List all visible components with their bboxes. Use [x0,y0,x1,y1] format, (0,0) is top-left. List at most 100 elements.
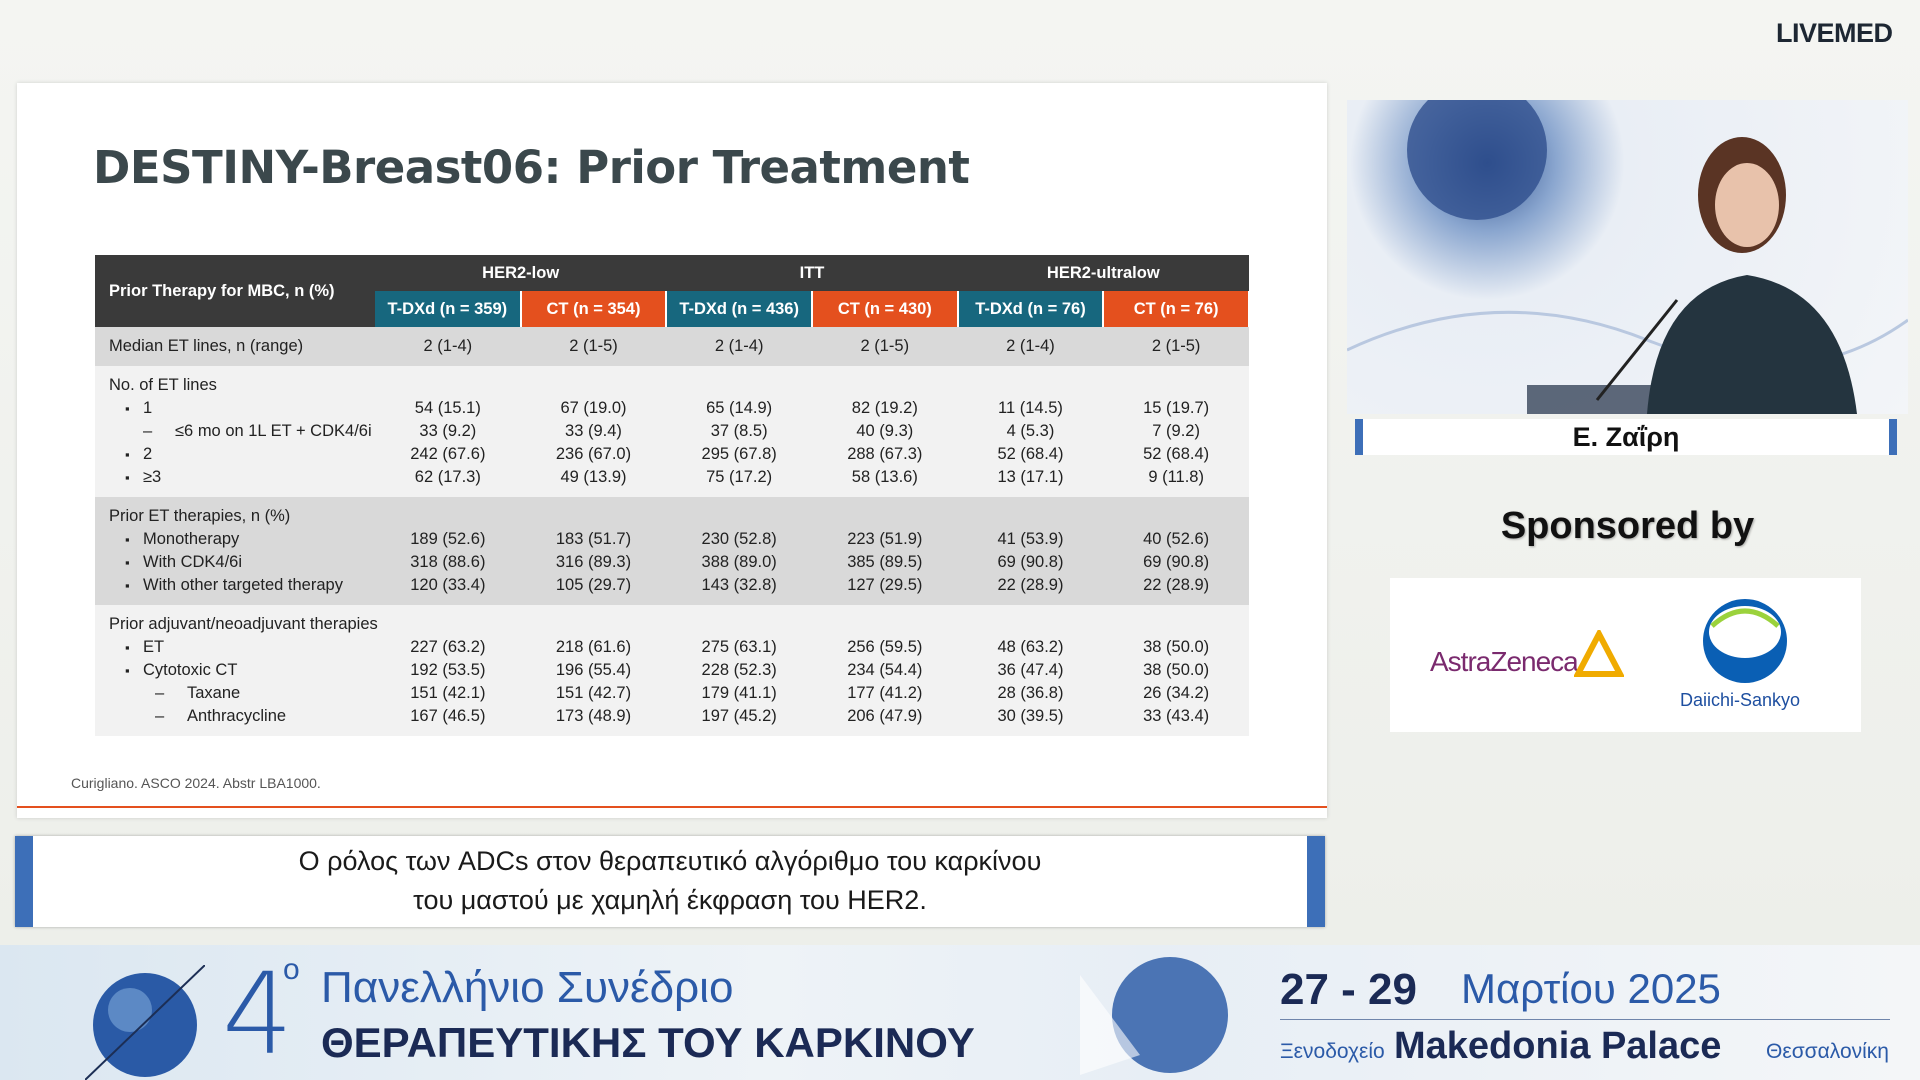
sponsor-logos: AstraZeneca Daiichi-Sankyo [1390,578,1861,732]
row-label: No. of ET lines [95,366,375,397]
data-table: Prior Therapy for MBC, n (%) HER2-low ITT H… [95,255,1250,736]
row-label: Anthracycline [95,705,375,736]
table-cell: 54 (15.1) [375,397,521,420]
banner-month: Μαρτίου 2025 [1461,965,1721,1012]
banner-rule [1280,1019,1890,1020]
table-cell: 173 (48.9) [520,705,667,736]
speaker-name: Ε. Ζαΐρη [1355,419,1897,455]
empty-cell [811,366,958,397]
table-row: Median ET lines, n (range) 2 (1-4) 2 (1-5)… [95,327,1249,366]
table-cell: 242 (67.6) [375,443,521,466]
table-cell: 2 (1-5) [811,327,958,366]
empty-cell [811,497,958,528]
table-cell: 2 (1-5) [520,327,667,366]
table-cell: 9 (11.8) [1103,466,1249,497]
table-cell: 2 (1-4) [957,327,1104,366]
table-cell: 192 (53.5) [375,659,521,682]
table-cell: 41 (53.9) [957,528,1104,551]
sponsor-heading: Sponsored by [1500,505,1755,547]
row-label: ≤6 mo on 1L ET + CDK4/6i [95,420,375,443]
video-frame [1347,100,1908,414]
table-cell: 26 (34.2) [1103,682,1249,705]
table-cell: 22 (28.9) [1103,574,1249,605]
row-label: 1 [95,397,375,420]
arm-header: T-DXd (n = 76) [957,291,1105,327]
empty-cell [666,605,812,636]
table-row: ≥362 (17.3)49 (13.9)75 (17.2)58 (13.6)13… [95,466,1249,497]
table-cell: 230 (52.8) [666,528,812,551]
banner-ordinal: ο [283,953,300,986]
header-row: T-DXd (n = 359) CT (n = 354) T-DXd (n = 43… [95,291,1250,327]
backdrop-globe [1407,100,1547,220]
row-label: Median ET lines, n (range) [95,327,375,366]
group-header: HER2-ultralow [957,255,1249,291]
table-cell: 388 (89.0) [666,551,812,574]
table-cell: 40 (9.3) [811,420,958,443]
sponsor-logo: Daiichi-Sankyo [1680,690,1801,710]
arm-header: CT (n = 76) [1103,291,1250,327]
empty-cell [957,366,1104,397]
table-cell: 2 (1-4) [375,327,521,366]
table-cell: 167 (46.5) [375,705,521,736]
table-cell: 2 (1-5) [1103,327,1249,366]
table-cell: 38 (50.0) [1103,659,1249,682]
empty-cell [1103,366,1249,397]
arm-header: T-DXd (n = 359) [375,291,522,327]
empty-cell [520,605,667,636]
empty-cell [957,497,1104,528]
jacket [1647,275,1857,414]
empty-cell [666,366,812,397]
table-cell: 30 (39.5) [957,705,1104,736]
table-row: Prior adjuvant/neoadjuvant therapies [95,605,1249,636]
row-label: Prior ET therapies, n (%) [95,497,375,528]
table-cell: 256 (59.5) [811,636,958,659]
table-cell: 11 (14.5) [957,397,1104,420]
empty-cell [1103,605,1249,636]
table-cell: 228 (52.3) [666,659,812,682]
empty-cell [375,605,521,636]
table-cell: 275 (63.1) [666,636,812,659]
table-cell: 38 (50.0) [1103,636,1249,659]
banner-number: 4 [222,950,294,1080]
sponsor-logo: AstraZeneca [1430,646,1579,677]
table-row: Prior ET therapies, n (%) [95,497,1249,528]
table-cell: 316 (89.3) [520,551,667,574]
row-label: Cytotoxic CT [95,659,375,682]
table-cell: 227 (63.2) [375,636,521,659]
table-cell: 236 (67.0) [520,443,667,466]
caption-line: του μαστού με χαμηλή έκφραση του HER2. [413,885,927,915]
table-cell: 75 (17.2) [666,466,812,497]
table-cell: 288 (67.3) [811,443,958,466]
speaker-video [1347,100,1908,414]
header-row: Prior Therapy for MBC, n (%) HER2-low ITT H… [95,255,1249,327]
slide: DESTINY-Breast06: Prior Treatment Prior … [17,83,1327,818]
table-cell: 295 (67.8) [666,443,812,466]
table-cell: 40 (52.6) [1103,528,1249,551]
empty-cell [520,366,667,397]
table-cell: 189 (52.6) [375,528,521,551]
table-cell: 36 (47.4) [957,659,1104,682]
table-cell: 82 (19.2) [811,397,958,420]
table-cell: 22 (28.9) [957,574,1104,605]
row-label: Taxane [95,682,375,705]
event-banner: 4 ο Πανελλήνιο Συνέδριο ΘΕΡΑΠΕΥΤΙΚΗΣ ΤΟΥ… [0,945,1920,1080]
table-cell: 197 (45.2) [666,705,812,736]
table-cell: 52 (68.4) [1103,443,1249,466]
table-cell: 206 (47.9) [811,705,958,736]
banner-city: Θεσσαλονίκη [1766,1040,1889,1063]
table-cell: 13 (17.1) [957,466,1104,497]
arm-header: CT (n = 354) [520,291,668,327]
table-cell: 28 (36.8) [957,682,1104,705]
table-cell: 143 (32.8) [666,574,812,605]
table-cell: 37 (8.5) [666,420,812,443]
banner-line1: Πανελλήνιο Συνέδριο [321,963,734,1012]
table-cell: 48 (63.2) [957,636,1104,659]
